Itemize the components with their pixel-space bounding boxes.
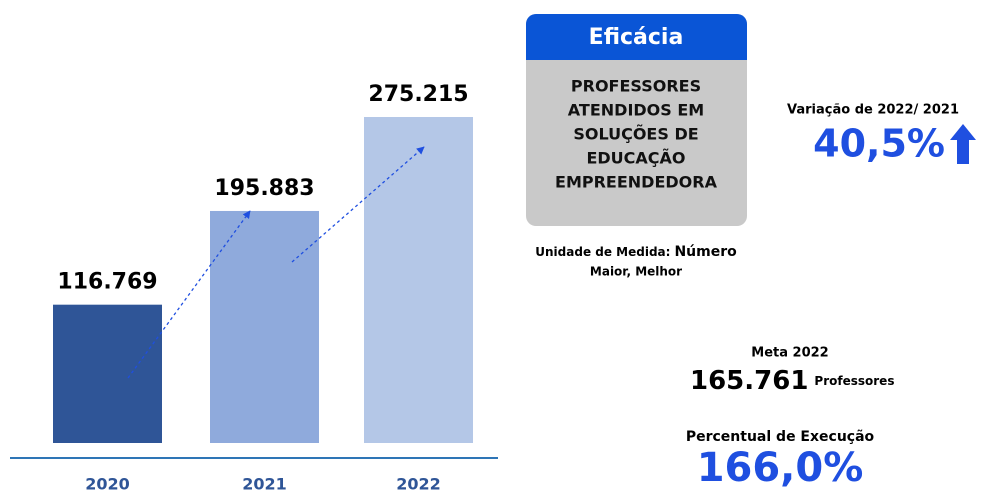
bars: 116.769 2020 195.883 2021 275.215 2022 bbox=[53, 82, 473, 493]
trend-arrow bbox=[127, 210, 251, 379]
panel-title: Eficácia bbox=[589, 25, 684, 50]
target-unit: Professores bbox=[814, 374, 894, 388]
bar bbox=[53, 304, 162, 443]
trend-arrow bbox=[291, 146, 425, 263]
panel-text: PROFESSORES ATENDIDOS EM SOLUÇÕES DE EDUCAÇ… bbox=[555, 77, 718, 192]
panel-line: EDUCAÇÃO bbox=[586, 149, 685, 168]
unit-label: Unidade de Medida: bbox=[535, 245, 670, 259]
bar bbox=[210, 210, 319, 443]
panel-header bbox=[526, 14, 747, 60]
variation-value: 40,5% bbox=[813, 122, 945, 166]
bar bbox=[364, 117, 473, 443]
value-label: 275.215 bbox=[368, 82, 468, 107]
target: 165.761 Professores bbox=[690, 366, 894, 396]
panel bbox=[526, 14, 747, 226]
unit: Unidade de Medida: Número bbox=[535, 244, 737, 260]
panel-line: ATENDIDOS EM bbox=[568, 101, 704, 120]
variation-label: Variação de 2022/ 2021 bbox=[787, 103, 959, 118]
x-tick-label: 2021 bbox=[242, 475, 287, 493]
value-label: 195.883 bbox=[214, 176, 314, 201]
panel-line: SOLUÇÕES DE bbox=[573, 125, 698, 144]
x-tick-label: 2020 bbox=[85, 475, 130, 493]
value-label: 116.769 bbox=[57, 270, 157, 295]
direction: Maior, Melhor bbox=[590, 265, 682, 279]
target-value: 165.761 bbox=[690, 366, 808, 396]
panel-line: PROFESSORES bbox=[571, 77, 701, 96]
x-tick-label: 2022 bbox=[396, 475, 441, 493]
up-arrow bbox=[950, 124, 976, 164]
unit-value: Número bbox=[674, 244, 737, 260]
panel-line: EMPREENDEDORA bbox=[555, 173, 718, 192]
target-label: Meta 2022 bbox=[751, 346, 828, 361]
execution-label: Percentual de Execução bbox=[686, 429, 875, 445]
execution-value: 166,0% bbox=[697, 445, 864, 491]
